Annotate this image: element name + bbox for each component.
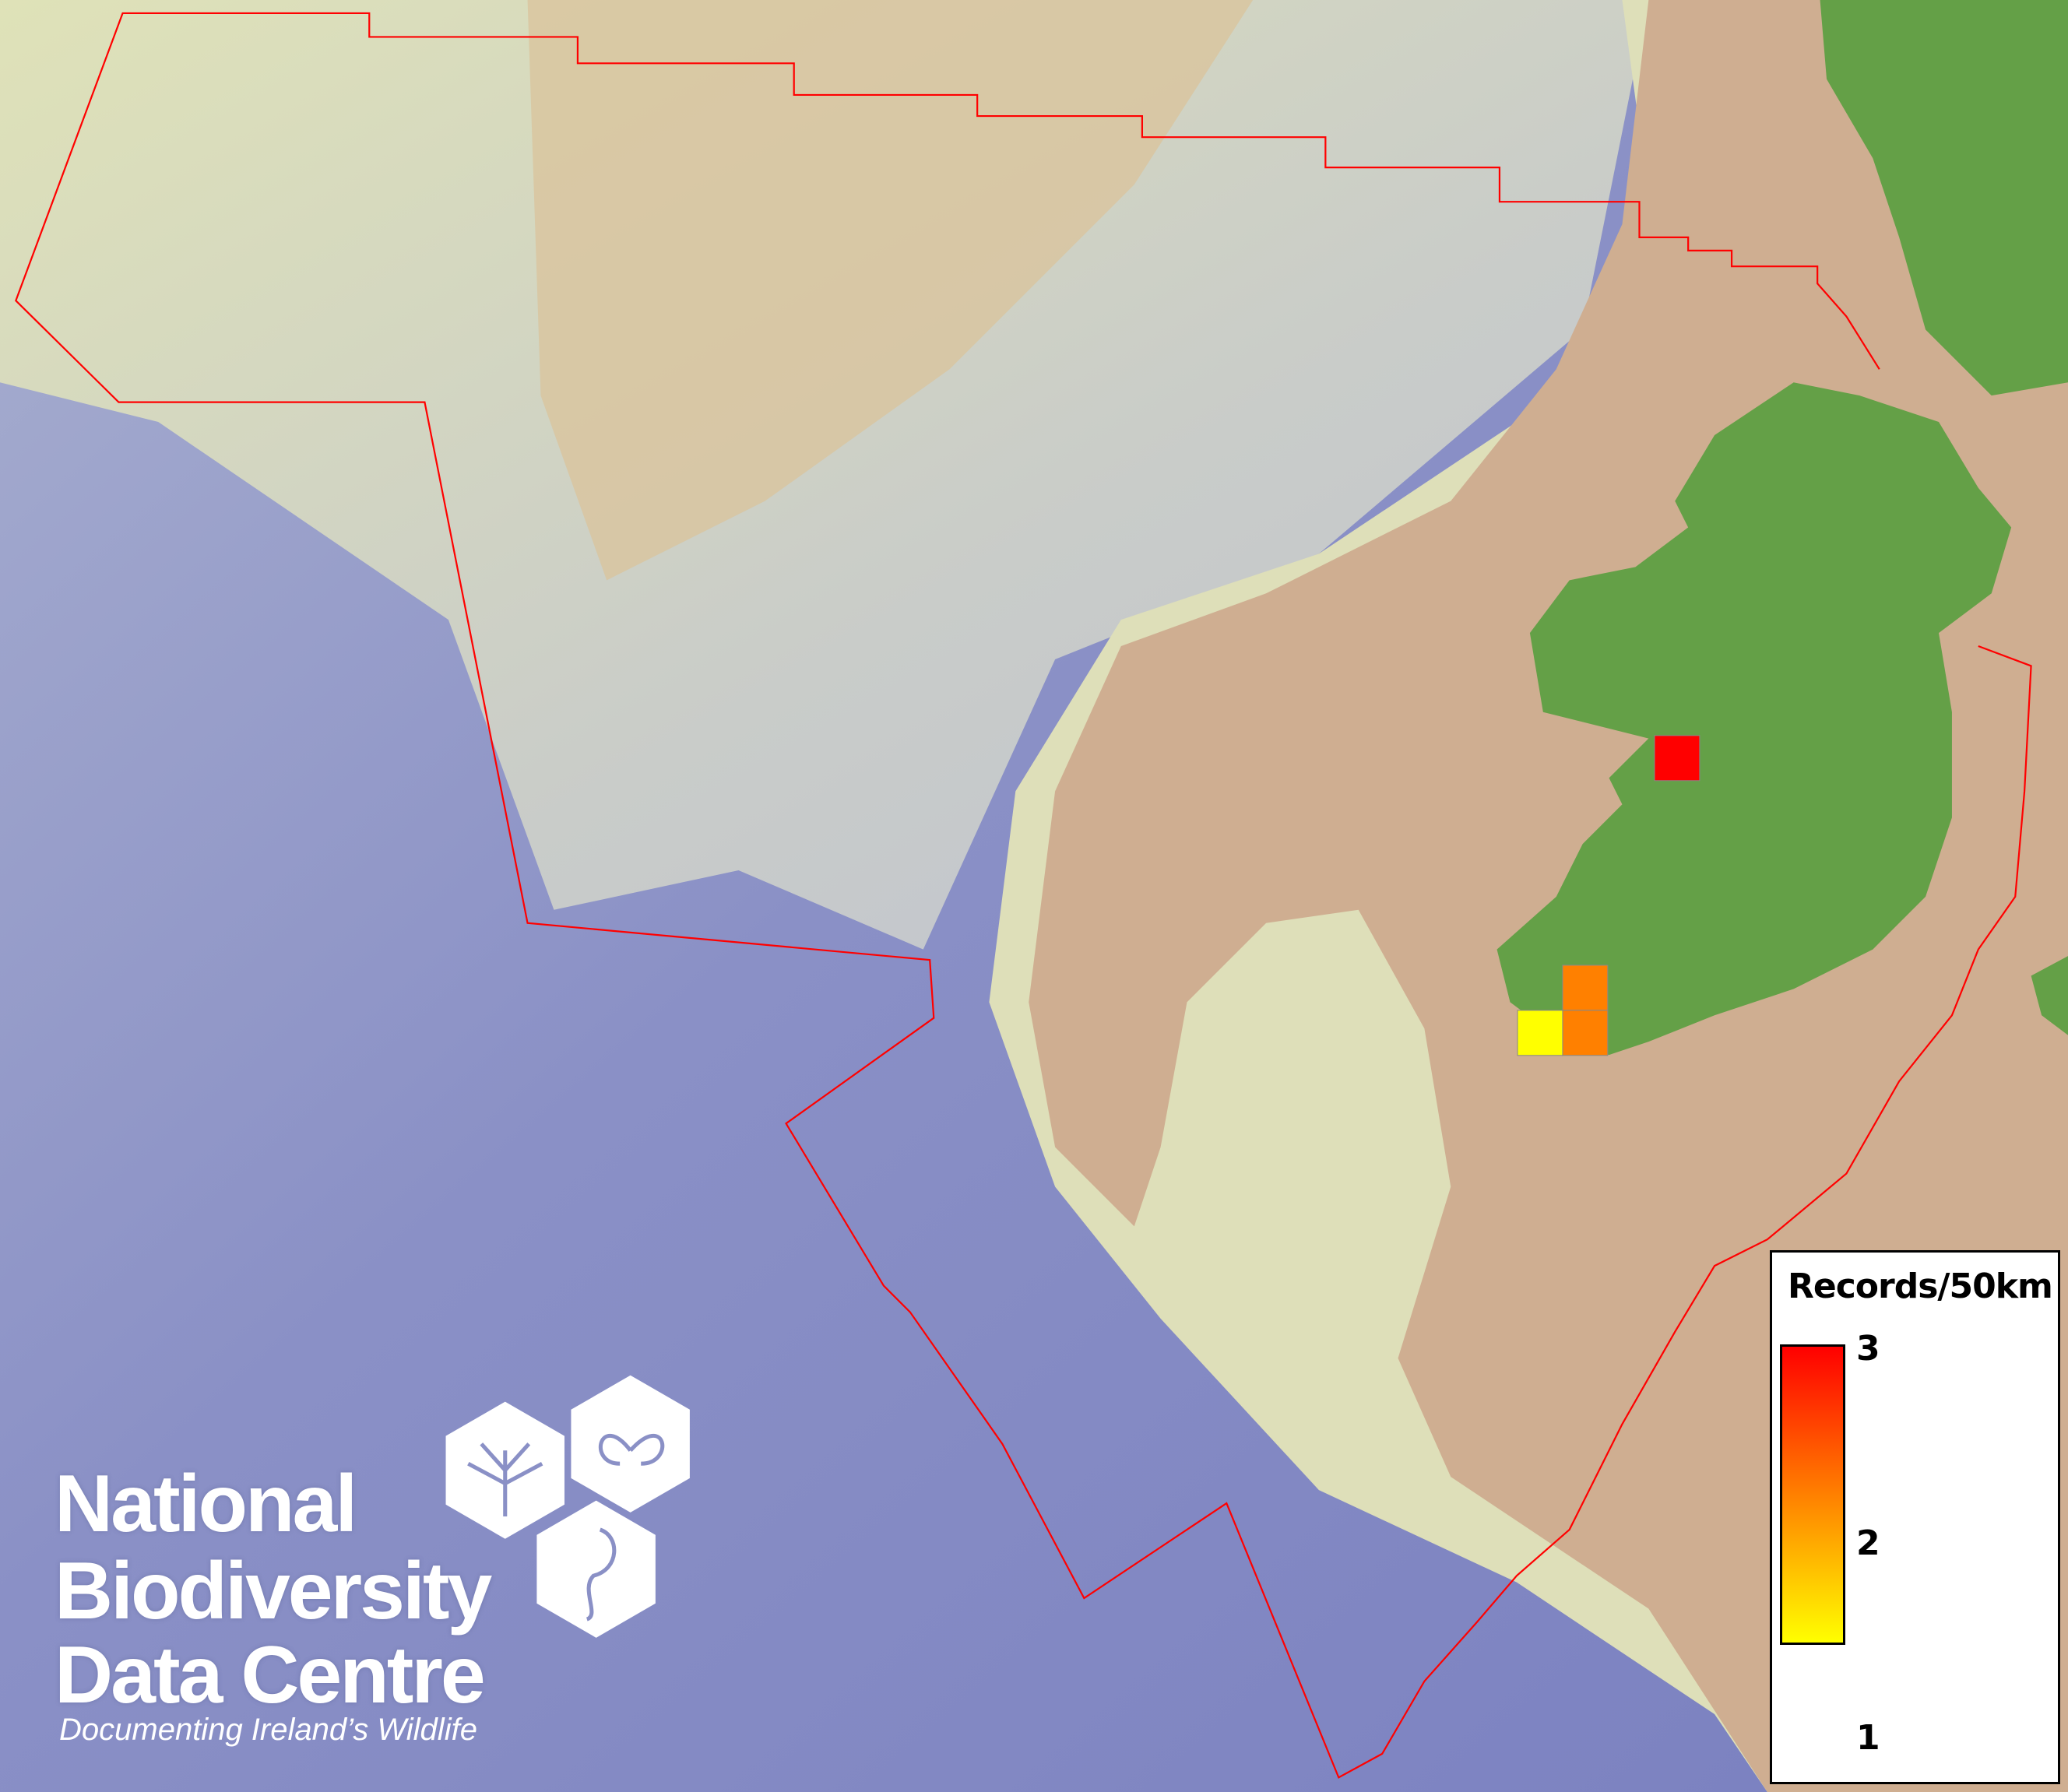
legend-min-label: 1 xyxy=(1856,1718,1880,1758)
grid-cell-2-records[interactable] xyxy=(1562,965,1609,1011)
legend: Records/50km 3 2 1 xyxy=(1770,1250,2060,1784)
grid-cell-1-records[interactable] xyxy=(1517,1010,1563,1056)
logo-line-2: Biodiversity xyxy=(55,1546,492,1636)
logo-line-3: Data Centre xyxy=(55,1630,486,1720)
legend-color-ramp xyxy=(1780,1344,1845,1645)
logo-tagline: Documenting Ireland’s Wildlife xyxy=(59,1713,477,1747)
legend-title: Records/50km xyxy=(1788,1267,2053,1306)
logo-line-1: National xyxy=(55,1459,357,1549)
grid-cell-3-records[interactable] xyxy=(1654,735,1700,782)
land-scotland xyxy=(1820,0,2068,396)
legend-mid-label: 2 xyxy=(1856,1523,1880,1563)
rockall-bank xyxy=(527,0,1254,581)
butterfly-icon xyxy=(571,1375,690,1513)
legend-max-label: 3 xyxy=(1856,1329,1880,1369)
seahorse-icon xyxy=(536,1500,656,1638)
grid-cell-2-records[interactable] xyxy=(1562,1010,1609,1056)
continental-slope xyxy=(0,0,1649,950)
records-grid xyxy=(1517,735,1700,1056)
logo-icons xyxy=(445,1375,690,1638)
eez-boundary xyxy=(15,12,2032,1779)
land-wales xyxy=(2031,956,2068,1035)
land-ireland xyxy=(1496,382,2012,1056)
